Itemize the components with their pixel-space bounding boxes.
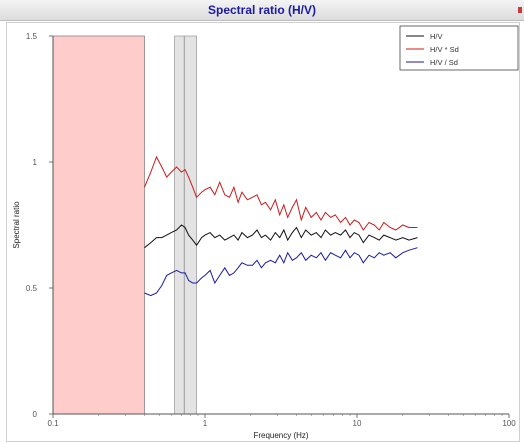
y-tick-label: 0 <box>33 410 38 419</box>
chart-panel: 0.1 1 10 100 0 0.5 1 1.5 Frequency (Hz) Spectra… <box>6 22 520 442</box>
legend-label-1: H/V <box>430 32 443 41</box>
window-title: Spectral ratio (H/V) <box>207 3 317 17</box>
shaded-region-1 <box>52 35 145 415</box>
y-tick-label: 1.5 <box>26 32 38 41</box>
x-tick-label: 1 <box>203 419 208 428</box>
y-axis-label: Spectral ratio <box>12 201 21 249</box>
x-axis-label: Frequency (Hz) <box>253 431 308 440</box>
series-line-2 <box>144 155 418 231</box>
y-tick-label: 0.5 <box>26 284 38 293</box>
legend: H/V H/V * Sd H/V / Sd <box>399 25 519 71</box>
window-titlebar: Spectral ratio (H/V) <box>0 0 524 21</box>
x-tick-label: 10 <box>353 419 362 428</box>
series-line-1 <box>144 224 418 249</box>
legend-box <box>399 25 519 71</box>
window-corner-marker <box>518 7 522 13</box>
shaded-region-2 <box>174 35 197 415</box>
legend-label-2: H/V * Sd <box>430 45 459 54</box>
legend-label-3: H/V / Sd <box>430 58 458 67</box>
series-line-3 <box>144 247 418 297</box>
shaded-regions <box>52 35 197 415</box>
spectral-ratio-chart: 0.1 1 10 100 0 0.5 1 1.5 Frequency (Hz) Spectra… <box>12 25 519 440</box>
tick-labels: 0.1 1 10 100 0 0.5 1 1.5 <box>26 32 516 428</box>
y-tick-label: 1 <box>33 158 38 167</box>
series-lines <box>144 155 418 297</box>
x-tick-label: 0.1 <box>47 419 59 428</box>
x-tick-label: 100 <box>502 419 516 428</box>
chart-axes <box>49 35 510 418</box>
